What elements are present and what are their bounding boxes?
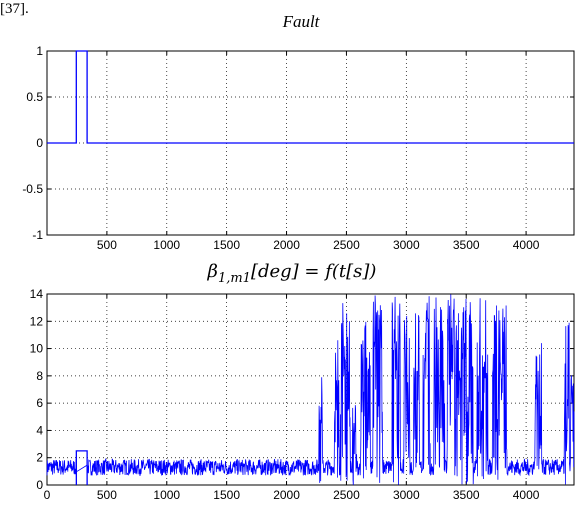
beta-chart: β1,m1[deg] = f(t[s]) 0 500 1000 1500 2000 250… <box>30 261 575 502</box>
fault-ticks: 500 1000 1500 2000 2500 3000 3500 4000 -1 -0.5 0 0.… <box>22 44 574 252</box>
fault-y-tick-label: -1 <box>32 228 43 242</box>
beta-x-tick-label: 1000 <box>153 488 180 502</box>
beta-y-tick-label: 4 <box>36 423 43 437</box>
fault-x-tick-label: 500 <box>97 238 117 252</box>
beta-title-sub: 1,m1 <box>218 271 251 286</box>
fault-chart: Fault 500 1000 1500 2000 2500 3000 3500 4000 -1 -… <box>22 12 575 252</box>
fault-y-tick-label: 0 <box>36 136 43 150</box>
fault-x-tick-label: 2000 <box>273 238 300 252</box>
beta-x-tick-label: 2500 <box>333 488 360 502</box>
beta-x-tick-label: 2000 <box>273 488 300 502</box>
header-fragment: [37]. <box>0 1 29 17</box>
fault-x-tick-label: 3000 <box>393 238 420 252</box>
beta-y-tick-label: 12 <box>30 314 44 328</box>
beta-x-tick-label: 4000 <box>513 488 540 502</box>
fault-x-tick-label: 3500 <box>453 238 480 252</box>
fault-x-tick-label: 1500 <box>213 238 240 252</box>
beta-chart-title: β1,m1[deg] = f(t[s]) <box>207 261 377 286</box>
beta-step-pulse <box>75 450 88 485</box>
beta-y-tick-label: 10 <box>30 342 44 356</box>
beta-y-tick-label: 6 <box>36 396 43 410</box>
fault-x-tick-label: 2500 <box>333 238 360 252</box>
beta-y-tick-label: 8 <box>36 369 43 383</box>
beta-x-tick-label: 500 <box>97 488 117 502</box>
beta-x-tick-label: 3500 <box>453 488 480 502</box>
beta-x-tick-label: 1500 <box>213 488 240 502</box>
beta-x-tick-label: 0 <box>44 488 51 502</box>
fault-y-tick-label: 1 <box>36 44 43 58</box>
fault-x-tick-label: 1000 <box>153 238 180 252</box>
beta-title-pre: β <box>207 261 218 282</box>
fault-x-tick-label: 4000 <box>513 238 540 252</box>
fault-y-tick-label: -0.5 <box>22 182 43 196</box>
beta-y-tick-label: 14 <box>30 287 44 301</box>
fault-series-line <box>47 50 574 144</box>
fault-chart-title: Fault <box>282 12 321 31</box>
beta-y-tick-label: 2 <box>36 451 43 465</box>
beta-x-tick-label: 3000 <box>393 488 420 502</box>
beta-ticks: 0 500 1000 1500 2000 2500 3000 3500 4000 0 2 4 6 8 10 1… <box>30 287 574 502</box>
beta-series-line <box>46 294 575 486</box>
fault-y-tick-label: 0.5 <box>26 90 43 104</box>
beta-title-post: [deg] = f(t[s]) <box>251 261 377 282</box>
beta-y-tick-label: 0 <box>36 478 43 492</box>
